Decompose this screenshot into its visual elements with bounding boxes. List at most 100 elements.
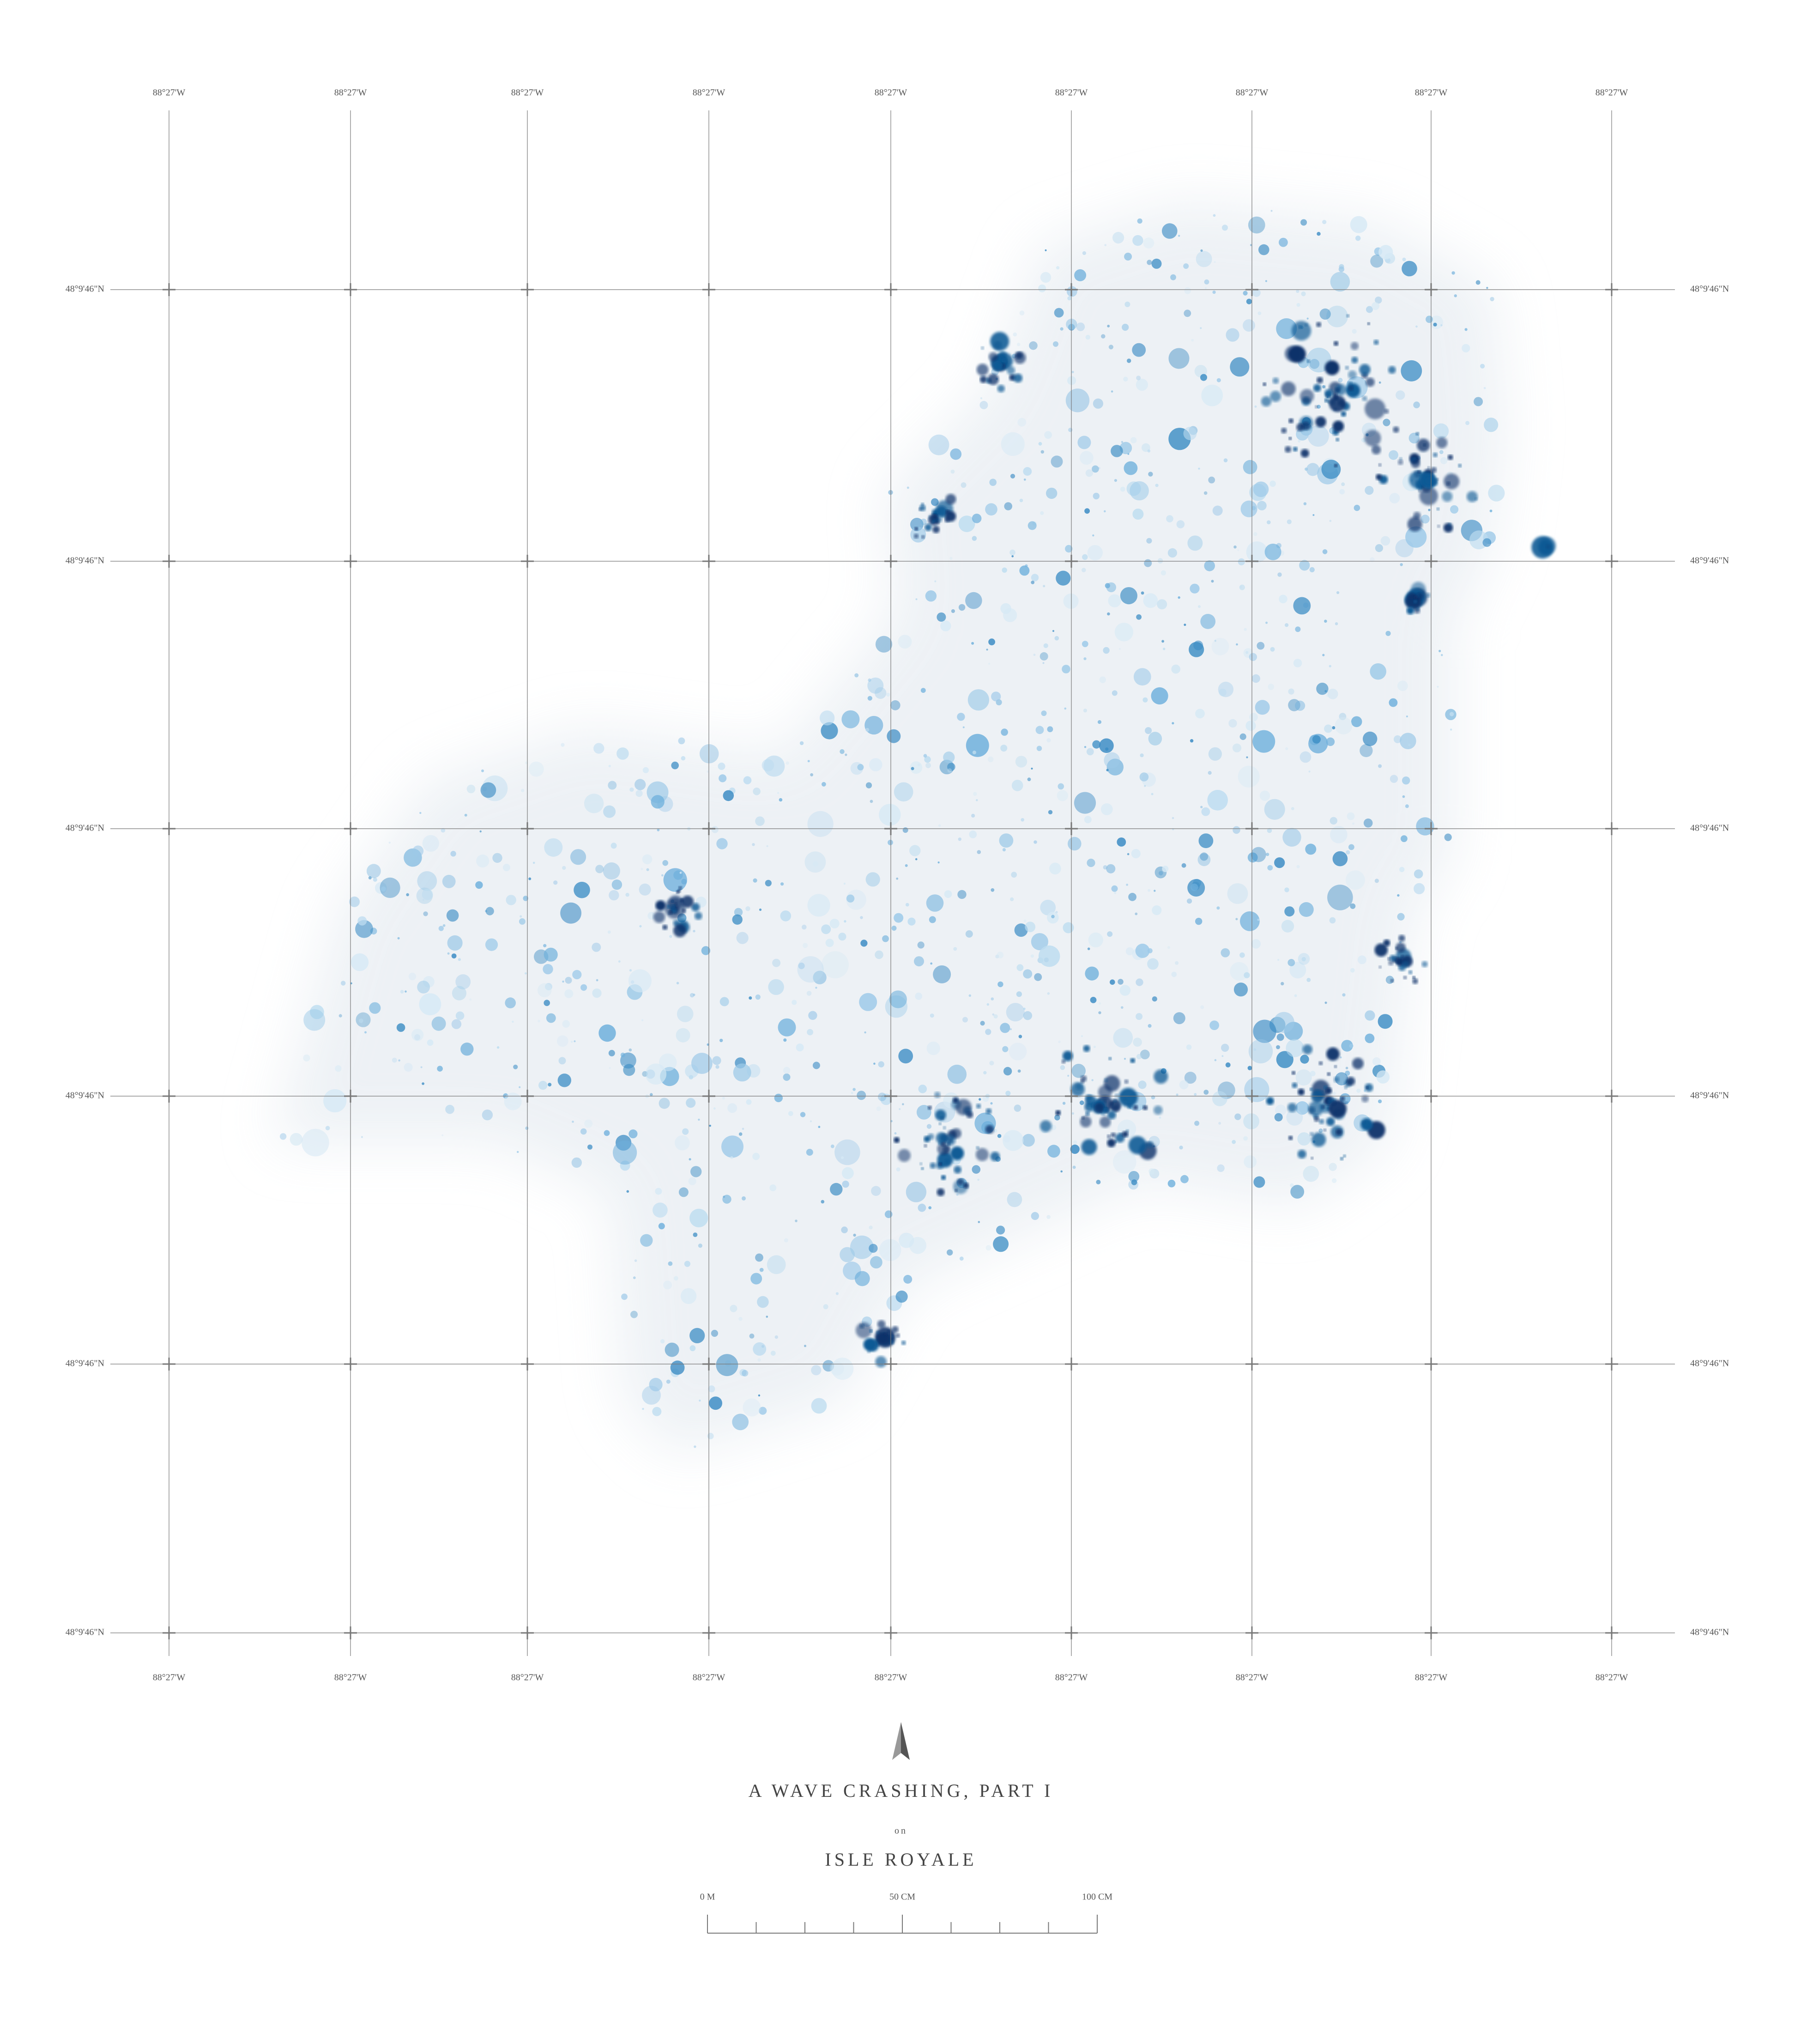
island-speck (1310, 1071, 1316, 1077)
island-speck (1087, 947, 1090, 950)
island-speck (1329, 520, 1332, 522)
island-speck (641, 1019, 644, 1021)
island-deep (1361, 1095, 1369, 1103)
island-speck (609, 1067, 611, 1069)
island-deep (1348, 385, 1354, 391)
island-speck (755, 1253, 763, 1262)
island-speck (1286, 1109, 1303, 1126)
island-speck (1230, 357, 1250, 377)
island-speck (1114, 479, 1117, 482)
island-deep (1306, 359, 1311, 363)
island-speck (962, 1017, 968, 1023)
island-speck (1128, 892, 1137, 901)
island-speck (1200, 852, 1209, 861)
island-speck (1332, 726, 1336, 729)
island-speck (665, 1342, 679, 1357)
island-speck (364, 1031, 367, 1034)
island-speck (711, 1329, 718, 1337)
island-speck (519, 918, 526, 925)
island-speck (661, 874, 664, 877)
island-deep (1340, 1157, 1343, 1160)
island-speck (807, 1029, 813, 1036)
latitude-label: 48°9'46"N (1690, 1627, 1729, 1638)
island-speck (722, 1195, 731, 1204)
island-deep (1335, 387, 1341, 393)
island-speck (1253, 1048, 1257, 1051)
island-speck (1000, 1023, 1010, 1033)
island-speck (610, 843, 617, 849)
island-deep (1378, 965, 1382, 969)
island-speck (1317, 405, 1321, 409)
island-speck (623, 1064, 635, 1076)
island-speck (1378, 1014, 1393, 1029)
island-speck (743, 776, 752, 784)
island-speck (765, 879, 772, 886)
island-speck (721, 1135, 743, 1158)
island-speck (807, 894, 830, 917)
island-speck (821, 924, 831, 934)
island-speck (1279, 594, 1287, 604)
island-deep (1336, 437, 1339, 442)
island-speck (813, 861, 818, 867)
island-speck (985, 1029, 991, 1035)
island-speck (799, 741, 804, 746)
island-deep (1427, 466, 1430, 469)
island-speck (852, 1088, 856, 1091)
island-speck (1401, 360, 1422, 382)
island-deep (952, 1097, 959, 1104)
island-speck (732, 1413, 749, 1431)
island-speck (1288, 688, 1294, 695)
island-speck (1084, 746, 1087, 748)
island-deep (1285, 446, 1292, 453)
island-speck (1157, 558, 1163, 564)
island-speck (1014, 923, 1028, 937)
island-speck (1226, 328, 1239, 342)
island-speck (1017, 418, 1027, 427)
island-speck (738, 1132, 743, 1136)
island-speck (983, 1071, 987, 1074)
island-speck (1130, 437, 1137, 443)
island-speck (1048, 810, 1053, 815)
island-speck (618, 960, 621, 963)
island-speck (1330, 817, 1337, 825)
island-deep (1062, 1050, 1073, 1061)
island-speck (1252, 288, 1261, 297)
island-speck (786, 761, 789, 765)
island-deep (1292, 1082, 1298, 1088)
island-speck (1308, 770, 1311, 773)
island-speck (1062, 1102, 1066, 1105)
island-speck (455, 1011, 465, 1020)
island-speck (830, 1144, 834, 1148)
island-speck (1002, 848, 1006, 852)
island-speck (593, 743, 604, 754)
island-speck (992, 1013, 995, 1016)
island-speck (629, 1129, 638, 1139)
island-speck (1198, 467, 1200, 470)
island-deep (1403, 976, 1407, 980)
island-speck (1276, 318, 1297, 339)
island-deep (1153, 1105, 1163, 1115)
island-speck (937, 861, 940, 864)
island-speck (854, 673, 859, 678)
island-deep (1281, 381, 1296, 396)
island-speck (1248, 216, 1265, 234)
island-speck (1146, 538, 1152, 544)
island-speck (662, 860, 668, 866)
island-speck (1252, 730, 1275, 753)
island-speck (1214, 261, 1216, 263)
island-speck (910, 761, 923, 774)
island-speck (950, 469, 955, 474)
island-speck (950, 448, 962, 460)
island-speck (684, 1261, 690, 1267)
island-speck (778, 1018, 796, 1037)
island-speck (818, 1126, 821, 1128)
island-speck (1234, 1113, 1241, 1120)
island-speck (920, 688, 926, 693)
island-speck (655, 1188, 662, 1195)
island-speck (1286, 1039, 1304, 1057)
island-speck (693, 930, 695, 933)
island-speck (1057, 790, 1068, 801)
island-deep (1364, 430, 1381, 447)
island-speck (895, 1290, 908, 1303)
longitude-label: 88°27'W (1236, 1673, 1269, 1683)
